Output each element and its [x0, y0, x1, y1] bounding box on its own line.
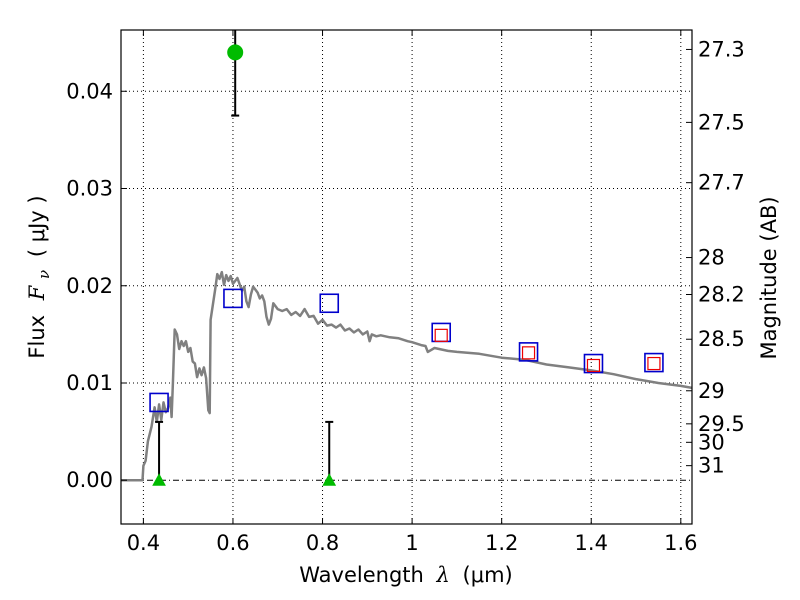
x-tick-label: 1 — [405, 531, 418, 555]
grid-lines — [121, 30, 692, 524]
x-axis-ticks: 0.4 0.6 0.8 1 1.2 1.4 1.6 — [127, 30, 698, 555]
x-tick-label: 1.4 — [575, 531, 608, 555]
x-tick-label: 0.4 — [127, 531, 160, 555]
magnitude-tick-label: 29.5 — [698, 412, 745, 436]
plot-border — [120, 29, 693, 525]
magnitude-axis-label: Magnitude (AB) — [757, 196, 781, 359]
magnitude-tick-label: 28.2 — [698, 283, 745, 307]
y-tick-label: 0.03 — [66, 177, 113, 201]
y-axis-ticks: 0.00 0.01 0.02 0.03 0.04 — [66, 79, 127, 492]
x-tick-label: 0.8 — [306, 531, 339, 555]
x-axis-label: Wavelength λ (μm) — [299, 563, 512, 587]
magnitude-tick-label: 28 — [698, 246, 725, 270]
observed-flux-marker — [149, 392, 169, 413]
x-tick-label: 0.6 — [216, 531, 249, 555]
errorbar-layer — [155, 30, 334, 481]
observed-flux-marker — [319, 293, 340, 314]
model-spectrum-line — [121, 270, 693, 482]
detection-marker — [227, 44, 244, 61]
y-tick-label: 0.02 — [66, 274, 113, 298]
magnitude-tick-label: 27.3 — [698, 37, 745, 61]
x-tick-label: 1.2 — [485, 531, 518, 555]
marker-layer — [149, 44, 664, 486]
model-flux-marker — [586, 358, 601, 373]
magnitude-tick-label: 30 — [698, 430, 725, 454]
y-axis-label: Flux F ν ( μJy ) — [25, 195, 54, 358]
observed-flux-marker — [583, 353, 604, 374]
x-tick-label: 1.6 — [664, 531, 697, 555]
observed-flux-marker — [644, 352, 664, 373]
y-tick-label: 0.01 — [66, 371, 113, 395]
model-flux-marker — [521, 346, 536, 360]
magnitude-tick-label: 28.5 — [698, 327, 745, 351]
y-tick-label: 0.04 — [66, 79, 113, 103]
model-flux-marker — [434, 328, 448, 342]
y-tick-label: 0.00 — [66, 468, 113, 492]
model-spectrum-layer — [121, 270, 693, 482]
magnitude-tick-label: 31 — [698, 454, 725, 478]
plot-frame — [120, 29, 693, 525]
magnitude-tick-label: 27.7 — [698, 171, 745, 195]
observed-flux-marker — [223, 288, 243, 309]
upper-limit-marker — [322, 473, 337, 486]
observed-flux-marker — [518, 342, 539, 362]
upper-limit-marker — [152, 473, 166, 486]
model-flux-marker — [647, 356, 661, 371]
magnitude-tick-label: 27.5 — [698, 110, 745, 134]
magnitude-tick-label: 29 — [698, 379, 725, 403]
